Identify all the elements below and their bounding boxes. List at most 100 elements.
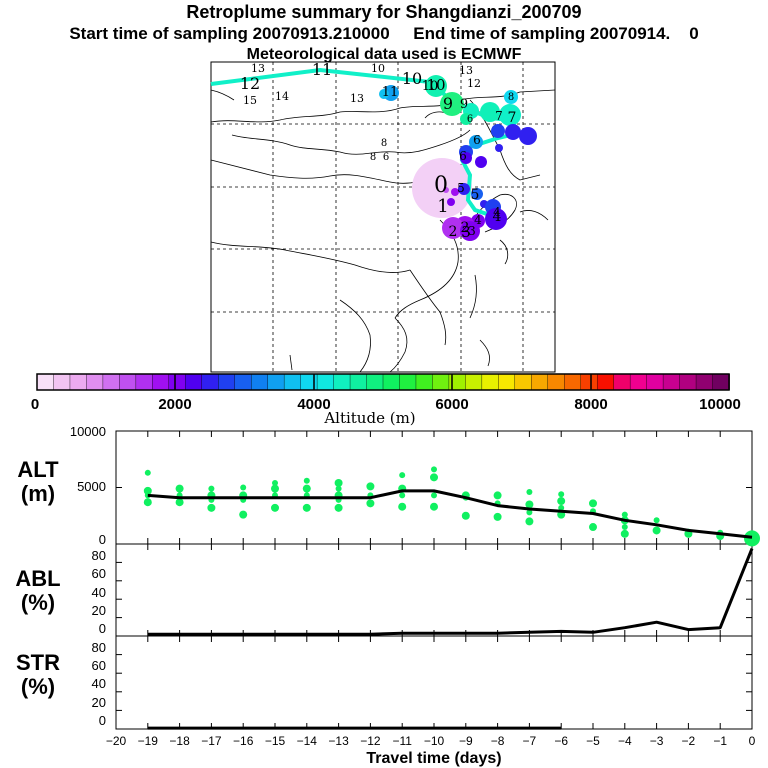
- colorbar-tick-label: 4000: [297, 396, 330, 413]
- plume-label: 12: [240, 74, 260, 93]
- plume-circle: [460, 221, 480, 241]
- colorbar-cell: [152, 373, 170, 391]
- plume-circle: [480, 102, 500, 122]
- colorbar-cell: [316, 373, 335, 391]
- x-tick-label: −4: [618, 734, 632, 748]
- plume-circle: [458, 183, 470, 195]
- plume-label: 6: [459, 149, 467, 163]
- x-axis-title: Travel time (days): [366, 750, 501, 767]
- plume-label: 6: [467, 114, 473, 125]
- chart-title: Retroplume summary for Shangdianzi_20070…: [186, 2, 582, 22]
- colorbar-cell: [629, 373, 648, 391]
- plume-label: 15: [243, 94, 257, 107]
- alt-scatter-point: [744, 530, 760, 547]
- plume-label: 7: [495, 109, 503, 123]
- plume-circle: [471, 188, 483, 200]
- alt-scatter-point: [366, 499, 375, 508]
- alt-scatter-point: [493, 512, 502, 521]
- colorbar-cell: [613, 373, 631, 391]
- str-panel-unit: (%): [21, 674, 55, 699]
- plume-circle: [440, 92, 464, 116]
- plume-label: 5: [457, 181, 465, 195]
- plume-label: 4: [474, 213, 482, 227]
- alt-scatter-point: [239, 510, 248, 519]
- alt-scatter-point: [143, 486, 152, 495]
- alt-scatter-point: [525, 517, 534, 526]
- colorbar-cell: [580, 373, 598, 391]
- colorbar-cell: [662, 373, 681, 391]
- alt-scatter-point: [207, 503, 216, 512]
- plume-label: 8: [381, 138, 387, 149]
- plume-label: 6: [383, 152, 389, 163]
- colorbar-cell: [267, 373, 285, 391]
- plume-circle: [491, 124, 505, 138]
- plume-circle: [442, 217, 464, 239]
- x-tick-label: −7: [523, 734, 537, 748]
- abl-panel-name: ABL: [15, 566, 60, 591]
- plume-label: 0: [434, 173, 448, 198]
- str-ytick-label: 60: [92, 658, 106, 673]
- plume-circle: [485, 208, 507, 230]
- alt-scatter: [143, 466, 760, 547]
- alt-scatter-point: [271, 484, 279, 493]
- plume-label: 9: [460, 97, 468, 112]
- plume-label: 11: [312, 60, 332, 79]
- x-tick-label: −8: [491, 734, 505, 748]
- colorbar-cell: [300, 373, 318, 391]
- plume-label: 3: [461, 223, 471, 241]
- colorbar-axis-label: Altitude (m): [323, 409, 415, 427]
- alt-scatter-point: [620, 529, 629, 538]
- alt-scatter-point: [461, 511, 470, 520]
- met-data-note: Meteorological data used is ECMWF: [246, 46, 522, 63]
- alt-mean-line: [147, 489, 753, 539]
- colorbar-cell: [53, 373, 71, 391]
- plume-label: 13: [251, 62, 265, 75]
- x-tick-label: −9: [459, 734, 473, 748]
- x-tick-label: −5: [586, 734, 600, 748]
- alt-scatter-point: [653, 517, 660, 524]
- x-tick-label: −17: [201, 734, 222, 748]
- plume-circle: [519, 127, 537, 145]
- colorbar-cell: [564, 373, 582, 391]
- plume-circle: [447, 198, 455, 206]
- colorbar-cell: [679, 373, 697, 391]
- alt-panel-unit: (m): [21, 481, 55, 506]
- colorbar-cell: [399, 373, 417, 391]
- plume-label: 10: [402, 69, 422, 88]
- colorbar-major-dividers: [174, 374, 592, 390]
- plume-label: 6: [473, 133, 481, 147]
- plume-circle: [504, 90, 518, 104]
- x-tick-label: −19: [138, 734, 159, 748]
- x-tick-label: −20: [106, 734, 127, 748]
- alt-scatter-point: [652, 526, 661, 535]
- plume-label: 9: [443, 94, 453, 113]
- colorbar-cell: [415, 373, 434, 391]
- str-panel-name: STR: [16, 650, 60, 675]
- x-tick-label: −6: [554, 734, 568, 748]
- alt-scatter-point: [621, 524, 628, 531]
- alt-scatter-point: [271, 503, 279, 512]
- plume-circle: [451, 188, 459, 196]
- colorbar-cell: [531, 373, 549, 391]
- str-ytick-label: 0: [99, 713, 106, 728]
- alt-ytick-label: 5000: [77, 479, 106, 494]
- plume-label: 13: [459, 64, 473, 77]
- alt-scatter-point: [589, 499, 597, 508]
- plume-label: 2: [449, 224, 458, 240]
- start-time: Start time of sampling 20070913.210000: [69, 24, 390, 43]
- x-tick-label: −10: [424, 734, 445, 748]
- colorbar-cell: [168, 373, 187, 391]
- abl-line: [147, 548, 754, 636]
- plume-circle: [499, 104, 521, 126]
- alt-scatter-point: [558, 504, 565, 511]
- plume-label: 8: [508, 92, 514, 103]
- plume-label: 1: [437, 196, 448, 217]
- plume-label: 5: [471, 187, 480, 203]
- alt-scatter-point: [557, 497, 566, 506]
- abl-ytick-label: 60: [92, 566, 106, 581]
- alt-scatter-point: [208, 485, 215, 492]
- alt-scatter-point: [335, 485, 342, 492]
- colorbar-cell: [349, 373, 368, 391]
